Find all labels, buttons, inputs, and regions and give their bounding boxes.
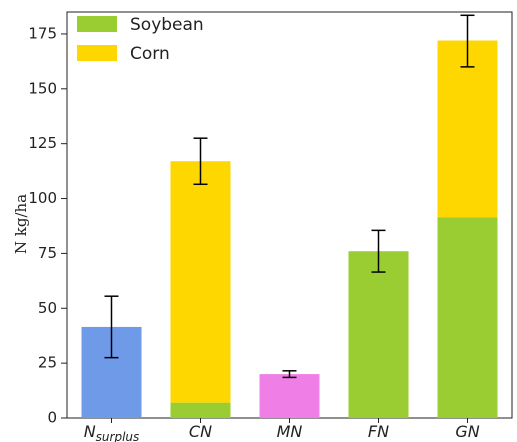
y-tick-label: 175 bbox=[28, 24, 57, 42]
y-axis: 0 25 50 75 100 125 150 175 bbox=[28, 24, 67, 427]
y-tick-label: 25 bbox=[38, 354, 57, 372]
bar-cn-soybean bbox=[170, 402, 231, 418]
x-tick-label-mn: MN bbox=[277, 422, 303, 441]
y-tick-label: 50 bbox=[38, 299, 57, 317]
bar-gn-soybean bbox=[437, 217, 498, 418]
error-bar-nsurplus bbox=[104, 295, 119, 359]
bar-mn bbox=[259, 374, 320, 418]
y-tick-label: 0 bbox=[47, 409, 57, 427]
bars-layer bbox=[81, 40, 498, 418]
error-bar-gn bbox=[460, 14, 475, 68]
legend-swatch-corn bbox=[77, 45, 117, 61]
legend-swatch-soybean bbox=[77, 16, 117, 32]
y-tick-label: 100 bbox=[28, 189, 57, 207]
legend-label-corn: Corn bbox=[130, 44, 170, 64]
bar-cn-corn bbox=[170, 161, 231, 403]
error-bars-layer bbox=[104, 14, 475, 379]
bar-gn-corn bbox=[437, 40, 498, 218]
x-tick-label-nsurplus: Nsurplus bbox=[84, 422, 140, 442]
y-tick-label: 150 bbox=[28, 79, 57, 97]
y-axis-label: N kg/ha bbox=[12, 194, 30, 254]
legend-label-soybean: Soybean bbox=[130, 15, 204, 35]
error-bar-cn bbox=[193, 137, 208, 186]
error-bar-fn bbox=[371, 229, 386, 273]
x-tick-label-cn: CN bbox=[189, 422, 212, 441]
y-tick-label: 125 bbox=[28, 134, 57, 152]
legend: Soybean Corn bbox=[77, 15, 204, 64]
bar-fn-soybean bbox=[348, 251, 409, 418]
error-bar-mn bbox=[282, 370, 297, 379]
x-tick-label-gn: GN bbox=[455, 422, 479, 441]
y-tick-label: 75 bbox=[38, 244, 57, 262]
x-axis: Nsurplus CN MN FN GN bbox=[84, 418, 480, 442]
x-tick-label-fn: FN bbox=[368, 422, 389, 441]
